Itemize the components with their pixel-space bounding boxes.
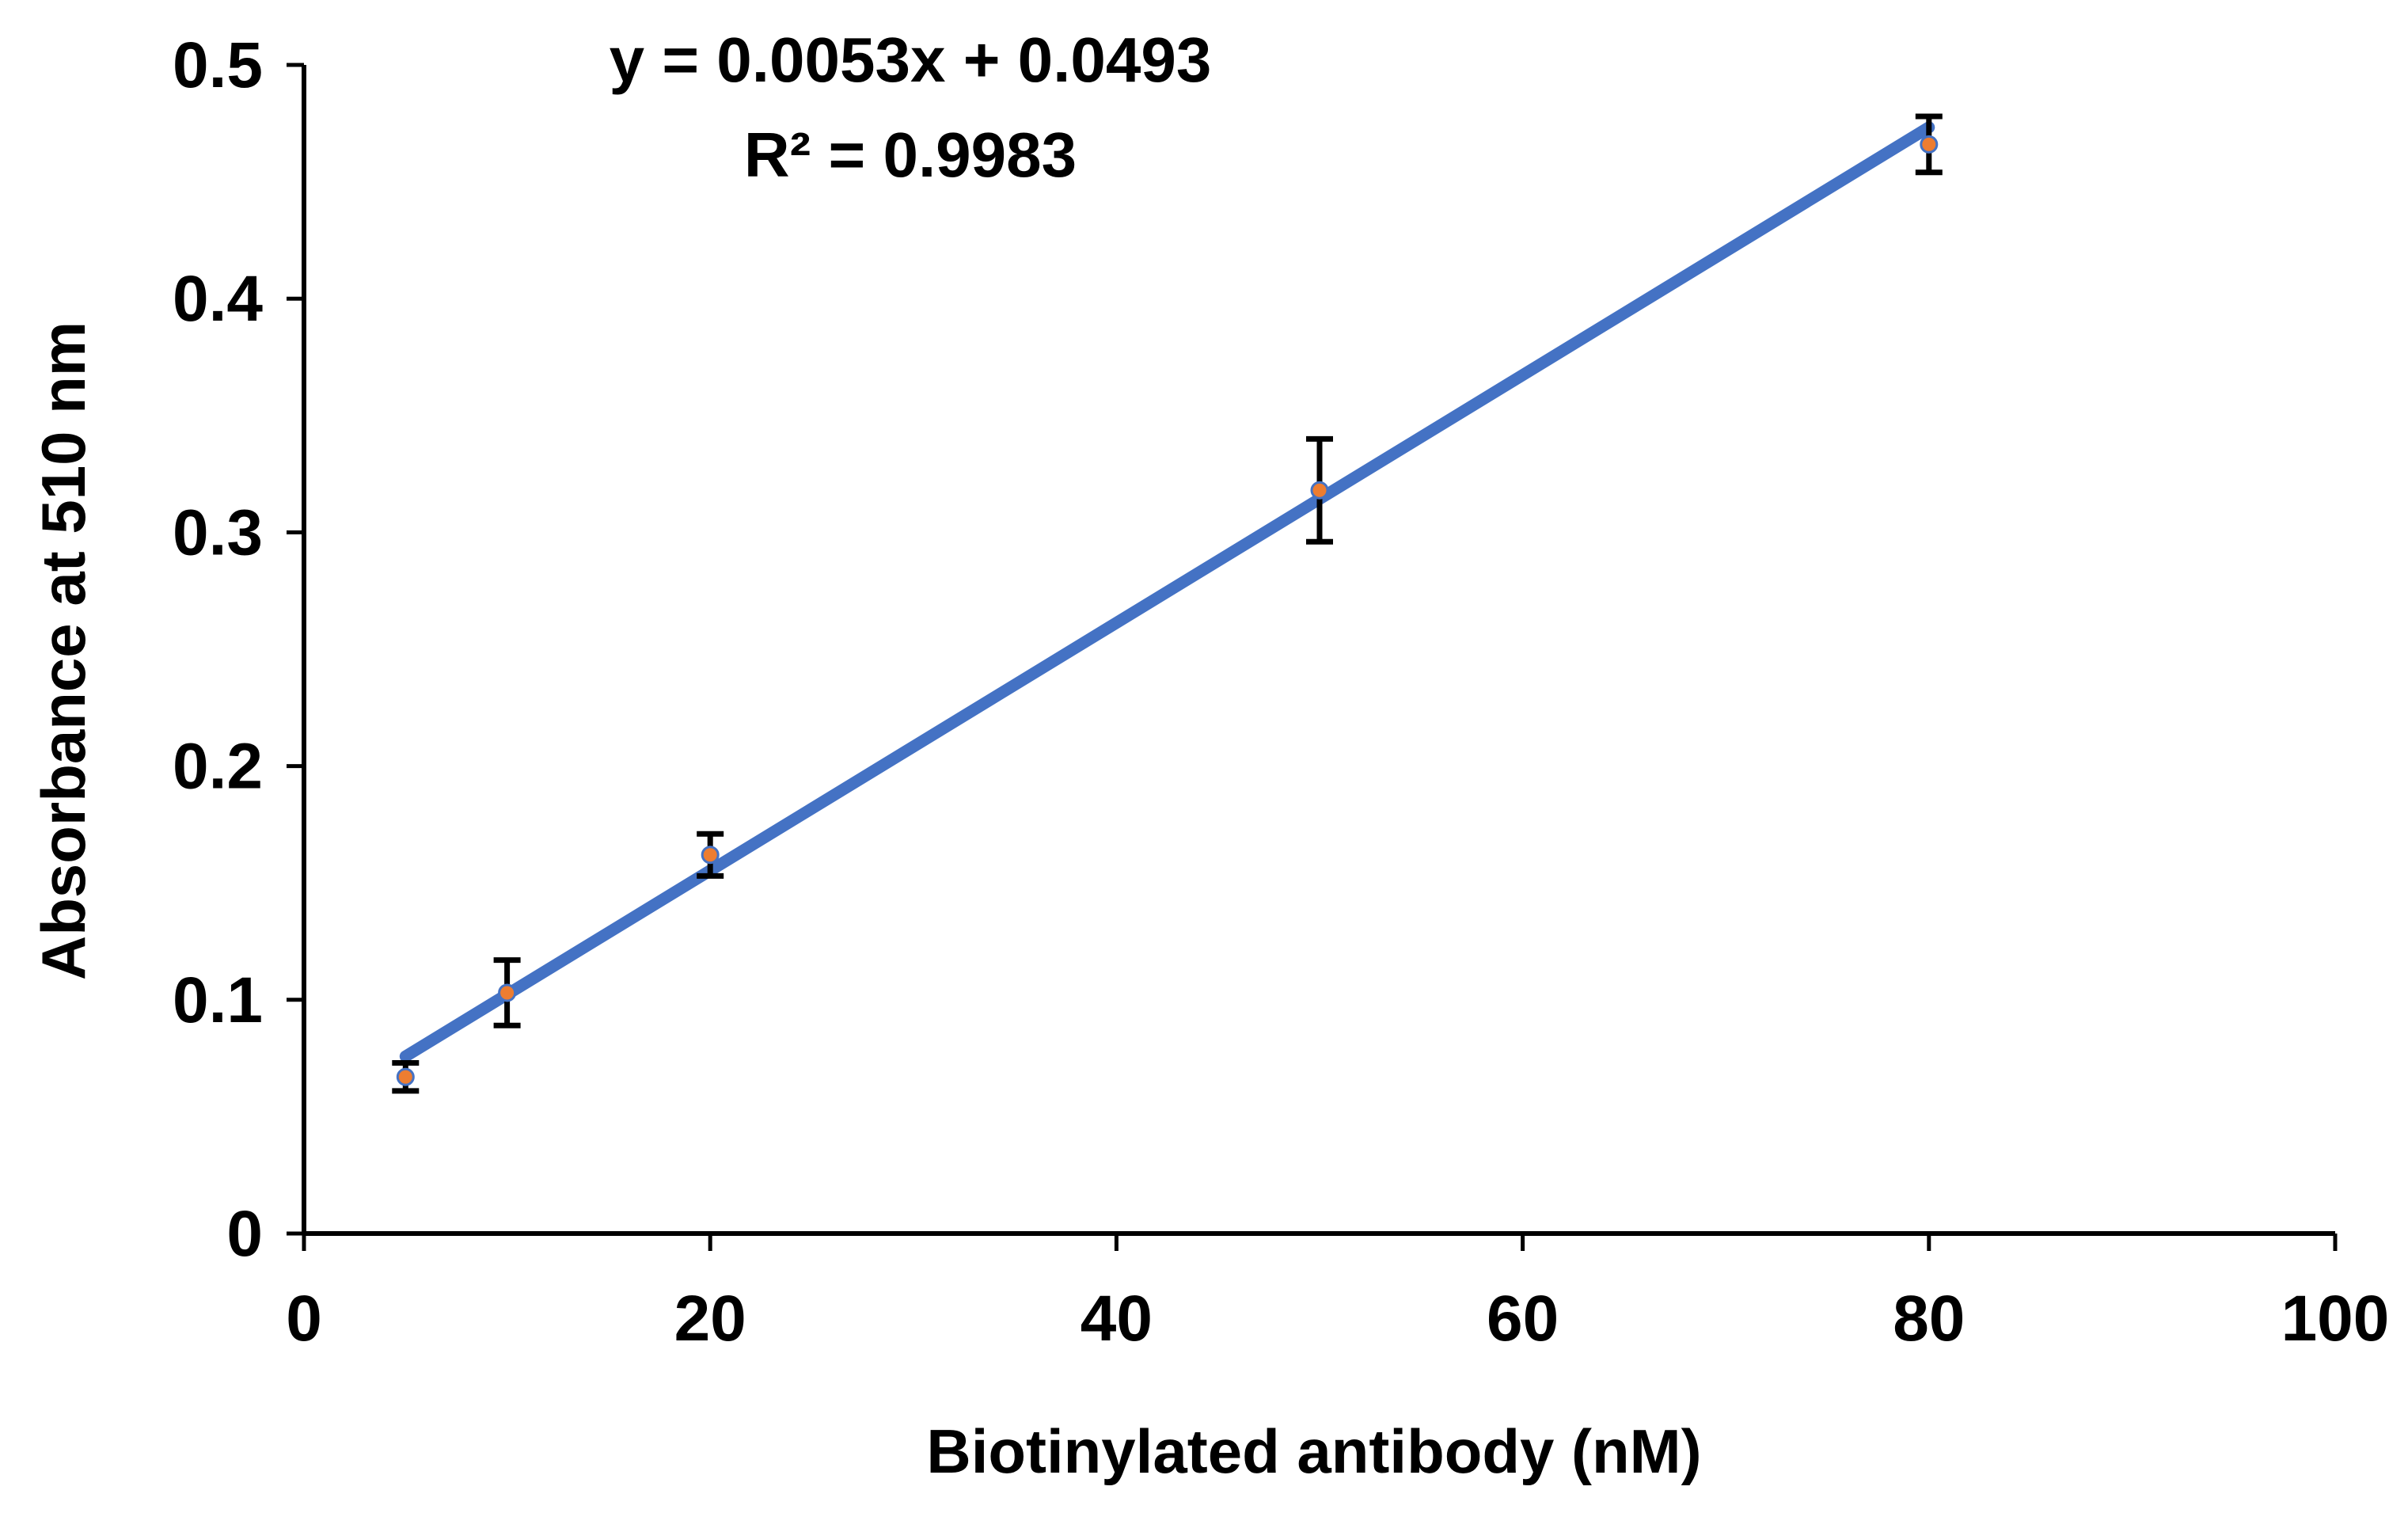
trendline-group — [399, 121, 1935, 1063]
data-point — [1920, 135, 1939, 154]
x-tick-label: 40 — [1081, 1283, 1153, 1355]
axes-group — [302, 65, 2335, 1236]
ticks-group: 0 20 40 60 80 100 0 0.1 0.2 0.3 0.4 0.5 — [173, 29, 2389, 1355]
y-tick-label: 0 — [226, 1198, 263, 1270]
trendline — [399, 121, 1935, 1063]
data-point — [1310, 481, 1329, 500]
y-tick-label: 0.1 — [173, 964, 263, 1036]
data-point — [498, 983, 517, 1002]
x-tick-label: 20 — [674, 1283, 746, 1355]
x-tick-label: 100 — [2281, 1283, 2390, 1355]
y-axis-title: Absorbance at 510 nm — [28, 321, 98, 980]
data-point — [396, 1067, 415, 1086]
y-tick-label: 0.5 — [173, 29, 263, 101]
x-tick-label: 60 — [1487, 1283, 1559, 1355]
x-tick-label: 80 — [1893, 1283, 1965, 1355]
y-tick-label: 0.2 — [173, 731, 263, 803]
data-points-group — [396, 135, 1939, 1086]
labels-group: y = 0.0053x + 0.0493 R² = 0.9983 Biotiny… — [28, 25, 1702, 1486]
trendline-equation: y = 0.0053x + 0.0493 — [610, 25, 1212, 95]
y-tick-label: 0.4 — [173, 263, 263, 335]
x-tick-label: 0 — [286, 1283, 322, 1355]
trendline-r-squared: R² = 0.9983 — [744, 120, 1077, 190]
y-tick-label: 0.3 — [173, 496, 263, 568]
data-point — [701, 846, 720, 865]
x-axis-title: Biotinylated antibody (nM) — [926, 1416, 1701, 1486]
